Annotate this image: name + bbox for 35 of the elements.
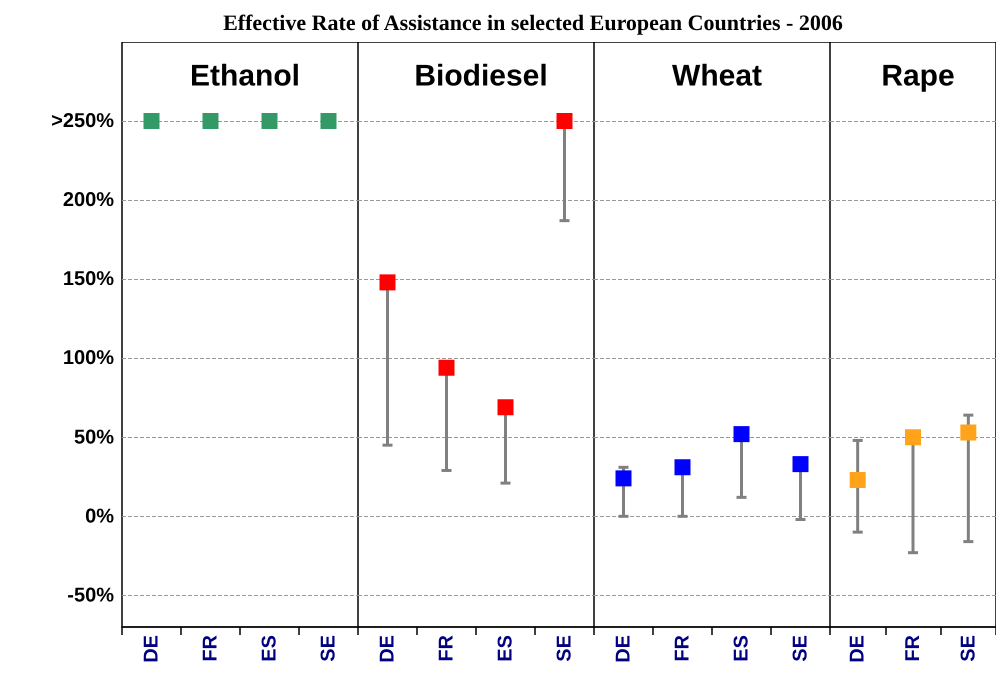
text: Ethanol [190, 60, 300, 92]
x-tick-label: ES [258, 635, 280, 662]
x-tick-label: SE [957, 635, 980, 662]
y-tick-label: >250% [51, 110, 114, 132]
text: Wheat [672, 60, 762, 92]
text: Effective Rate of Assistance in selected European Countries - 2006 [222, 10, 844, 36]
x-tick-label: ES [494, 635, 516, 662]
x-tick-label: DE [376, 635, 398, 663]
y-tick-label: 100% [62, 347, 114, 370]
x-tick-label: FR [436, 634, 458, 662]
x-tick-label: FR [902, 634, 924, 662]
x-tick-label: SE [318, 635, 340, 662]
x-tick-label: FR [672, 634, 694, 662]
x-tick-label: SE [790, 635, 812, 662]
text: Rape [881, 60, 955, 92]
point [616, 470, 632, 486]
point [734, 426, 750, 442]
y-tick-label: 150% [62, 268, 114, 290]
x-tick-label: DE [846, 635, 869, 663]
point [380, 274, 396, 290]
x-tick-label: SE [554, 635, 576, 662]
y-tick-label: -50% [67, 584, 114, 606]
x-tick-label: DE [140, 635, 162, 663]
text: Biodiesel [414, 60, 548, 92]
point [498, 399, 514, 416]
x-tick-label: ES [730, 635, 752, 662]
point [674, 459, 690, 476]
y-tick-label: 50% [74, 426, 114, 448]
point [556, 113, 572, 130]
point [438, 360, 454, 376]
point [792, 456, 808, 472]
y-tick-label: 0% [85, 505, 114, 528]
x-tick-label: DE [612, 635, 634, 663]
x-tick-label: FR [200, 634, 222, 662]
y-tick-label: 200% [62, 189, 114, 212]
